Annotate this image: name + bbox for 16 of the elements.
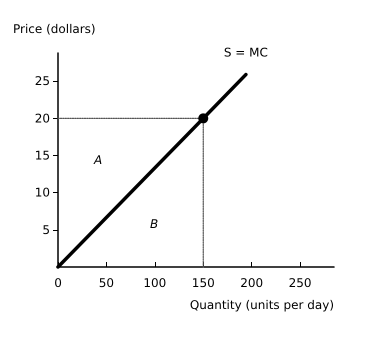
x-tick-label: 50 [98, 276, 114, 290]
annotation: B [150, 217, 158, 231]
y-tick-label: 10 [34, 186, 50, 200]
y-tick-label: 5 [42, 222, 50, 237]
x-tick-label: 0 [54, 276, 62, 290]
y-axis-title: Price (dollars) [13, 22, 96, 36]
x-tick-label: 100 [143, 276, 166, 290]
series-label: S = MC [224, 46, 268, 60]
y-tick-label: 15 [34, 148, 50, 163]
x-tick-label: 200 [240, 276, 264, 290]
x-tick-label: 250 [288, 276, 312, 290]
x-tick-label: 150 [192, 276, 215, 290]
x-axis-title: Quantity (units per day) [190, 298, 334, 312]
annotation: A [93, 153, 102, 167]
y-tick-label: 20 [34, 111, 50, 126]
y-tick-label: 25 [34, 74, 50, 88]
